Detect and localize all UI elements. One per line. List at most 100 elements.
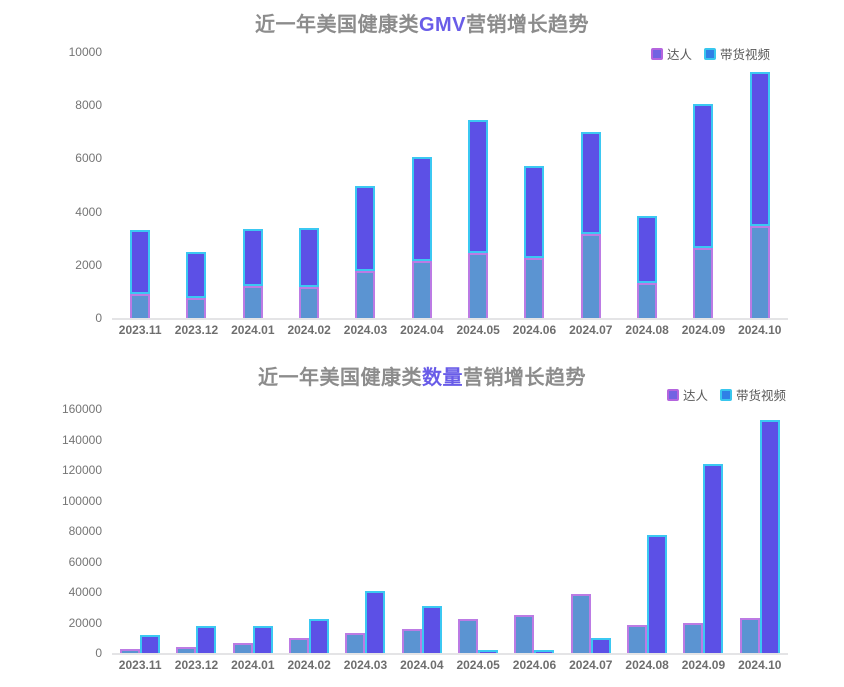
y-tick-label: 0 [95,646,102,660]
legend-label: 带货视频 [719,48,770,62]
x-tick-label: 2024.07 [569,323,613,337]
x-tick-label: 2024.05 [456,658,500,672]
x-tick-label: 2024.06 [512,323,557,337]
y-tick-label: 80000 [68,524,102,538]
bar-daren-2024.10 [739,617,760,653]
bar-group-2023.12 [168,52,224,318]
bar-shoppable-video-2024.04 [421,605,442,653]
bar-daren-2024.02 [289,637,310,653]
bar-daren-2024.10 [749,226,770,318]
stacked-bar [130,230,151,318]
bar-daren-2024.02 [299,287,320,318]
bar-shoppable-video-2023.12 [196,626,217,653]
legend: 达人 带货视频 [650,44,770,63]
bar-shoppable-video-2023.11 [130,230,151,295]
grouped-bars [514,614,555,653]
bar-group-2024.09 [675,409,731,653]
bar-daren-2024.08 [637,283,658,318]
x-tick-label: 2024.02 [287,323,331,337]
y-tick-label: 2000 [75,257,102,272]
x-tick-label: 2024.08 [625,658,669,672]
grouped-bars [345,591,386,653]
bar-shoppable-video-2024.05 [468,119,489,253]
bar-shoppable-video-2023.12 [186,251,207,299]
legend-item-daren[interactable]: 达人 [666,385,708,404]
x-tick-label: 2023.12 [174,658,219,672]
bar-group-2024.10 [732,52,788,318]
y-tick-label: 4000 [75,204,102,219]
x-tick-label: 2024.09 [681,658,726,672]
bar-group-2023.11 [112,409,168,653]
legend-item-shoppable-video[interactable]: 带货视频 [703,44,770,63]
x-axis: 2023.11 2023.12 2024.01 2024.02 2024.03 2024.… [112,658,788,672]
bar-shoppable-video-2024.06 [524,166,545,259]
bar-daren-2024.05 [468,252,489,318]
grouped-bars [458,619,499,653]
bar-group-2024.10 [732,409,788,653]
x-tick-label: 2023.11 [118,658,162,672]
bar-shoppable-video-2024.04 [411,157,432,261]
bar-shoppable-video-2024.10 [759,419,780,653]
bar-daren-2024.04 [401,628,422,653]
bars-layer [112,409,788,653]
x-tick-label: 2024.09 [681,323,726,337]
gmv-chart-title: 近一年美国健康类GMV营销增长趋势 [0,8,844,37]
x-axis: 2023.11 2023.12 2024.01 2024.02 2024.03 2024.… [112,323,788,337]
x-tick-label: 2024.03 [343,323,388,337]
grouped-bars [739,419,780,653]
y-tick-label: 100000 [61,493,102,508]
bar-group-2024.03 [337,52,393,318]
bar-group-2024.06 [506,409,562,653]
bars-layer [112,52,788,318]
bar-daren-2024.08 [627,624,648,653]
bar-daren-2024.07 [570,594,591,653]
bar-group-2024.01 [225,52,281,318]
stacked-bar [468,119,489,318]
legend-label: 达人 [682,389,708,403]
legend-item-shoppable-video[interactable]: 带货视频 [719,385,786,404]
legend-item-daren[interactable]: 达人 [650,44,692,63]
title-highlight: GMV [418,14,467,36]
daren-swatch-icon [666,388,679,401]
bar-group-2024.04 [394,52,450,318]
bar-group-2023.12 [168,409,224,653]
bar-shoppable-video-2024.09 [703,463,724,653]
x-tick-label: 2024.06 [512,658,557,672]
y-tick-label: 0 [95,311,102,325]
x-tick-label: 2024.10 [738,658,782,672]
grouped-bars [176,626,217,653]
bar-group-2024.04 [394,409,450,653]
daren-swatch-icon [650,47,663,60]
y-tick-label: 160000 [61,402,102,416]
bar-group-2024.08 [619,409,675,653]
bar-daren-2024.06 [524,258,545,318]
bar-group-2024.06 [506,52,562,318]
bar-daren-2024.03 [355,271,376,318]
title-highlight: 数量 [422,367,463,389]
grouped-bars [232,626,273,653]
grouped-bars [401,605,442,653]
shoppable-video-swatch-icon [703,47,716,60]
stacked-bar [524,166,545,318]
bar-group-2023.11 [112,52,168,318]
title-suffix: 营销增长趋势 [466,14,590,36]
stacked-bar [693,103,714,318]
bar-shoppable-video-2024.08 [637,215,658,284]
bar-daren-2023.11 [120,649,141,653]
bar-group-2024.07 [563,52,619,318]
bar-daren-2024.07 [580,234,601,318]
stacked-bar [749,71,770,318]
bar-daren-2024.09 [683,622,704,653]
legend: 达人 带货视频 [666,385,786,404]
bar-group-2024.01 [225,409,281,653]
bar-shoppable-video-2024.02 [309,618,330,653]
y-tick-label: 140000 [61,432,102,447]
bar-group-2024.03 [337,409,393,653]
bar-daren-2023.11 [130,294,151,318]
x-tick-label: 2023.12 [174,323,219,337]
bar-group-2024.07 [563,409,619,653]
x-tick-label: 2024.08 [625,323,669,337]
grouped-bars [120,634,161,653]
bar-group-2024.08 [619,52,675,318]
